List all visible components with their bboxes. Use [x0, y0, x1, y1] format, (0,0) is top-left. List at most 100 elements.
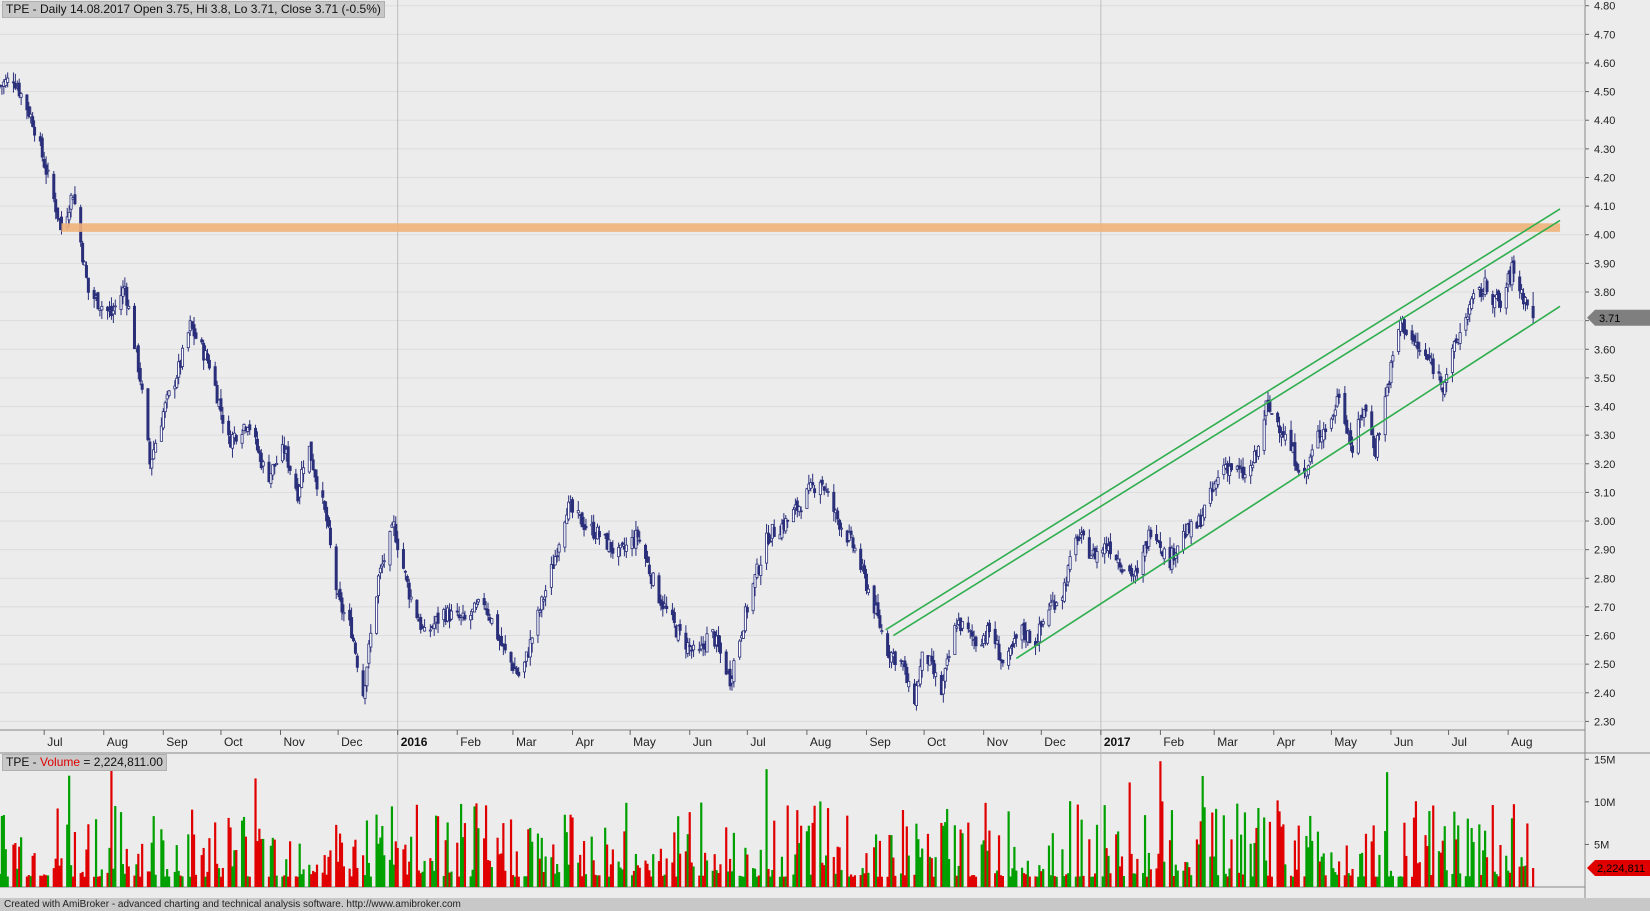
- candle-body: [1525, 299, 1529, 306]
- price-tick-label: 3.60: [1594, 344, 1615, 356]
- volume-bar: [1482, 850, 1485, 887]
- volume-bar: [1013, 846, 1016, 887]
- volume-bar: [946, 808, 949, 887]
- volume-bar: [175, 845, 178, 887]
- candle-body: [863, 565, 867, 575]
- volume-bar: [390, 806, 394, 887]
- volume-bar: [715, 870, 718, 887]
- volume-bar: [661, 875, 664, 887]
- volume-bar: [584, 874, 588, 887]
- volume-bar: [1149, 869, 1152, 887]
- volume-bar: [659, 848, 662, 887]
- candle-body: [645, 556, 649, 563]
- volume-bar: [87, 824, 90, 887]
- candle-body: [432, 623, 436, 629]
- volume-tick-label: 10M: [1594, 797, 1615, 809]
- candle-body: [899, 660, 903, 662]
- candle-body: [69, 194, 73, 210]
- volume-bar: [444, 840, 447, 887]
- volume-bar: [961, 833, 964, 887]
- volume-bar: [542, 871, 545, 887]
- volume-bar: [383, 855, 386, 887]
- candle-body: [953, 625, 957, 655]
- volume-bar: [1289, 875, 1293, 887]
- volume-bar: [646, 863, 649, 887]
- candle-body: [394, 523, 398, 543]
- candle-body: [186, 332, 190, 349]
- volume-bar: [202, 847, 205, 887]
- volume-bar: [1441, 840, 1444, 887]
- volume-bar: [1184, 861, 1187, 887]
- candle-body: [1078, 537, 1082, 540]
- volume-bar: [592, 860, 595, 887]
- volume-bar: [1172, 875, 1175, 887]
- candle-body: [127, 306, 131, 309]
- volume-bar: [233, 850, 236, 887]
- x-tick-label: Jul: [750, 735, 765, 749]
- volume-bar: [811, 822, 814, 887]
- volume-bar: [1136, 858, 1139, 887]
- volume-bar: [1466, 818, 1469, 887]
- candle-body: [1510, 262, 1514, 286]
- volume-bar: [179, 875, 182, 887]
- candle-body: [1424, 349, 1428, 357]
- volume-bar: [1015, 870, 1018, 887]
- volume-bar: [394, 841, 397, 887]
- volume-bar: [96, 876, 100, 887]
- volume-bar: [150, 842, 153, 887]
- volume-bar: [39, 875, 42, 887]
- volume-bar: [1439, 852, 1443, 887]
- candle-body: [436, 612, 440, 624]
- volume-bar: [121, 864, 125, 887]
- volume-bar: [254, 778, 257, 887]
- volume-bar: [957, 865, 960, 887]
- candle-body: [1504, 287, 1508, 309]
- volume-bar: [1480, 875, 1483, 887]
- volume-bar: [362, 855, 365, 887]
- candle-body: [407, 582, 411, 600]
- volume-bar: [525, 876, 528, 887]
- candle-body: [838, 519, 842, 530]
- candle-body: [1208, 487, 1212, 504]
- volume-tick-label: 5M: [1594, 839, 1609, 851]
- volume-bar: [1410, 876, 1414, 887]
- volume-bar: [536, 833, 540, 887]
- volume-bar: [354, 839, 357, 887]
- footer-credit: Created with AmiBroker - advanced charti…: [0, 898, 1650, 911]
- volume-bar: [342, 866, 345, 887]
- candle-body: [73, 194, 77, 205]
- price-tick-label: 4.20: [1594, 172, 1615, 184]
- candle-body: [476, 599, 480, 603]
- volume-bar: [611, 849, 614, 887]
- volume-bar: [1109, 873, 1112, 887]
- volume-bar: [25, 876, 28, 887]
- candle-body: [1322, 428, 1326, 441]
- last-volume-label: 2,224,811: [1597, 863, 1645, 875]
- volume-bar: [823, 865, 826, 887]
- last-price-label: 3.71: [1599, 313, 1620, 325]
- candle-body: [1310, 449, 1314, 457]
- volume-bar: [1105, 848, 1108, 887]
- volume-bar: [784, 876, 787, 887]
- volume-bar: [33, 853, 36, 887]
- volume-bar: [488, 860, 492, 887]
- volume-bar: [433, 870, 436, 887]
- volume-bar: [189, 876, 192, 887]
- last-price-badge: [1587, 309, 1650, 326]
- channel-lower: [1015, 305, 1561, 660]
- volume-bar: [194, 874, 198, 887]
- volume-bar: [1222, 815, 1225, 887]
- candle-body: [920, 651, 924, 671]
- candle-body: [1283, 433, 1287, 441]
- volume-bar: [456, 842, 459, 887]
- price-tick-label: 2.60: [1594, 631, 1615, 643]
- volume-bar: [273, 839, 276, 887]
- volume-bar: [757, 875, 760, 887]
- volume-bar: [436, 816, 440, 887]
- candle-body: [1095, 551, 1099, 563]
- volume-bar: [1190, 875, 1193, 887]
- candle-body: [152, 449, 156, 460]
- volume-bar: [486, 860, 490, 887]
- volume-bar: [556, 864, 559, 887]
